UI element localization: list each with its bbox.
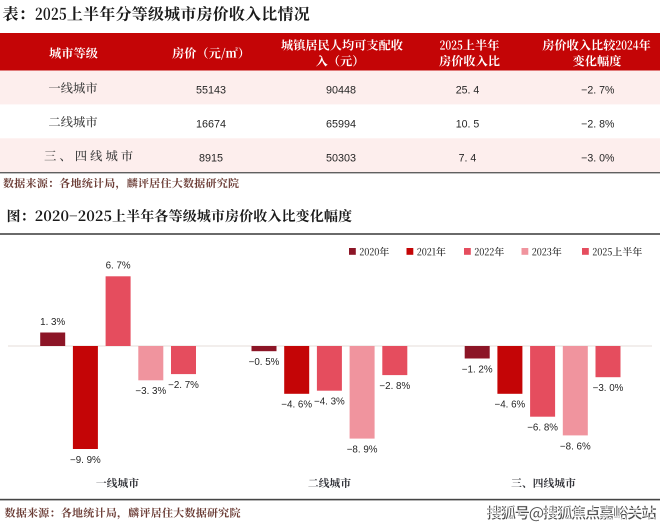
svg-text:−3. 3%: −3. 3%: [135, 386, 166, 397]
svg-text:55143: 55143: [196, 85, 226, 97]
svg-text:−4. 6%: −4. 6%: [281, 400, 312, 411]
svg-text:90448: 90448: [326, 85, 356, 97]
svg-text:16674: 16674: [196, 119, 226, 131]
svg-text:8915: 8915: [199, 152, 223, 164]
svg-text:−0. 5%: −0. 5%: [249, 357, 280, 368]
svg-text:25. 4: 25. 4: [456, 85, 480, 97]
svg-text:50303: 50303: [326, 152, 356, 164]
svg-text:−4. 6%: −4. 6%: [495, 400, 526, 411]
svg-text:−2. 7%: −2. 7%: [168, 380, 199, 391]
svg-text:−6. 8%: −6. 8%: [527, 423, 558, 434]
svg-text:−2. 8%: −2. 8%: [581, 119, 615, 131]
svg-text:6. 7%: 6. 7%: [106, 261, 131, 272]
svg-text:−1. 2%: −1. 2%: [462, 364, 493, 375]
svg-text:1. 3%: 1. 3%: [40, 317, 65, 328]
svg-text:−8. 9%: −8. 9%: [347, 445, 378, 456]
svg-text:65994: 65994: [326, 119, 356, 131]
svg-text:−2. 8%: −2. 8%: [379, 381, 410, 392]
svg-text:−9. 9%: −9. 9%: [70, 455, 101, 466]
svg-text:10. 5: 10. 5: [456, 119, 480, 131]
svg-text:−8. 6%: −8. 6%: [560, 441, 591, 452]
svg-text:7. 4: 7. 4: [459, 152, 477, 164]
svg-text:−2. 7%: −2. 7%: [581, 85, 615, 97]
svg-text:−3. 0%: −3. 0%: [593, 383, 624, 394]
svg-text:−3. 0%: −3. 0%: [581, 152, 615, 164]
svg-text:−4. 3%: −4. 3%: [314, 397, 345, 408]
